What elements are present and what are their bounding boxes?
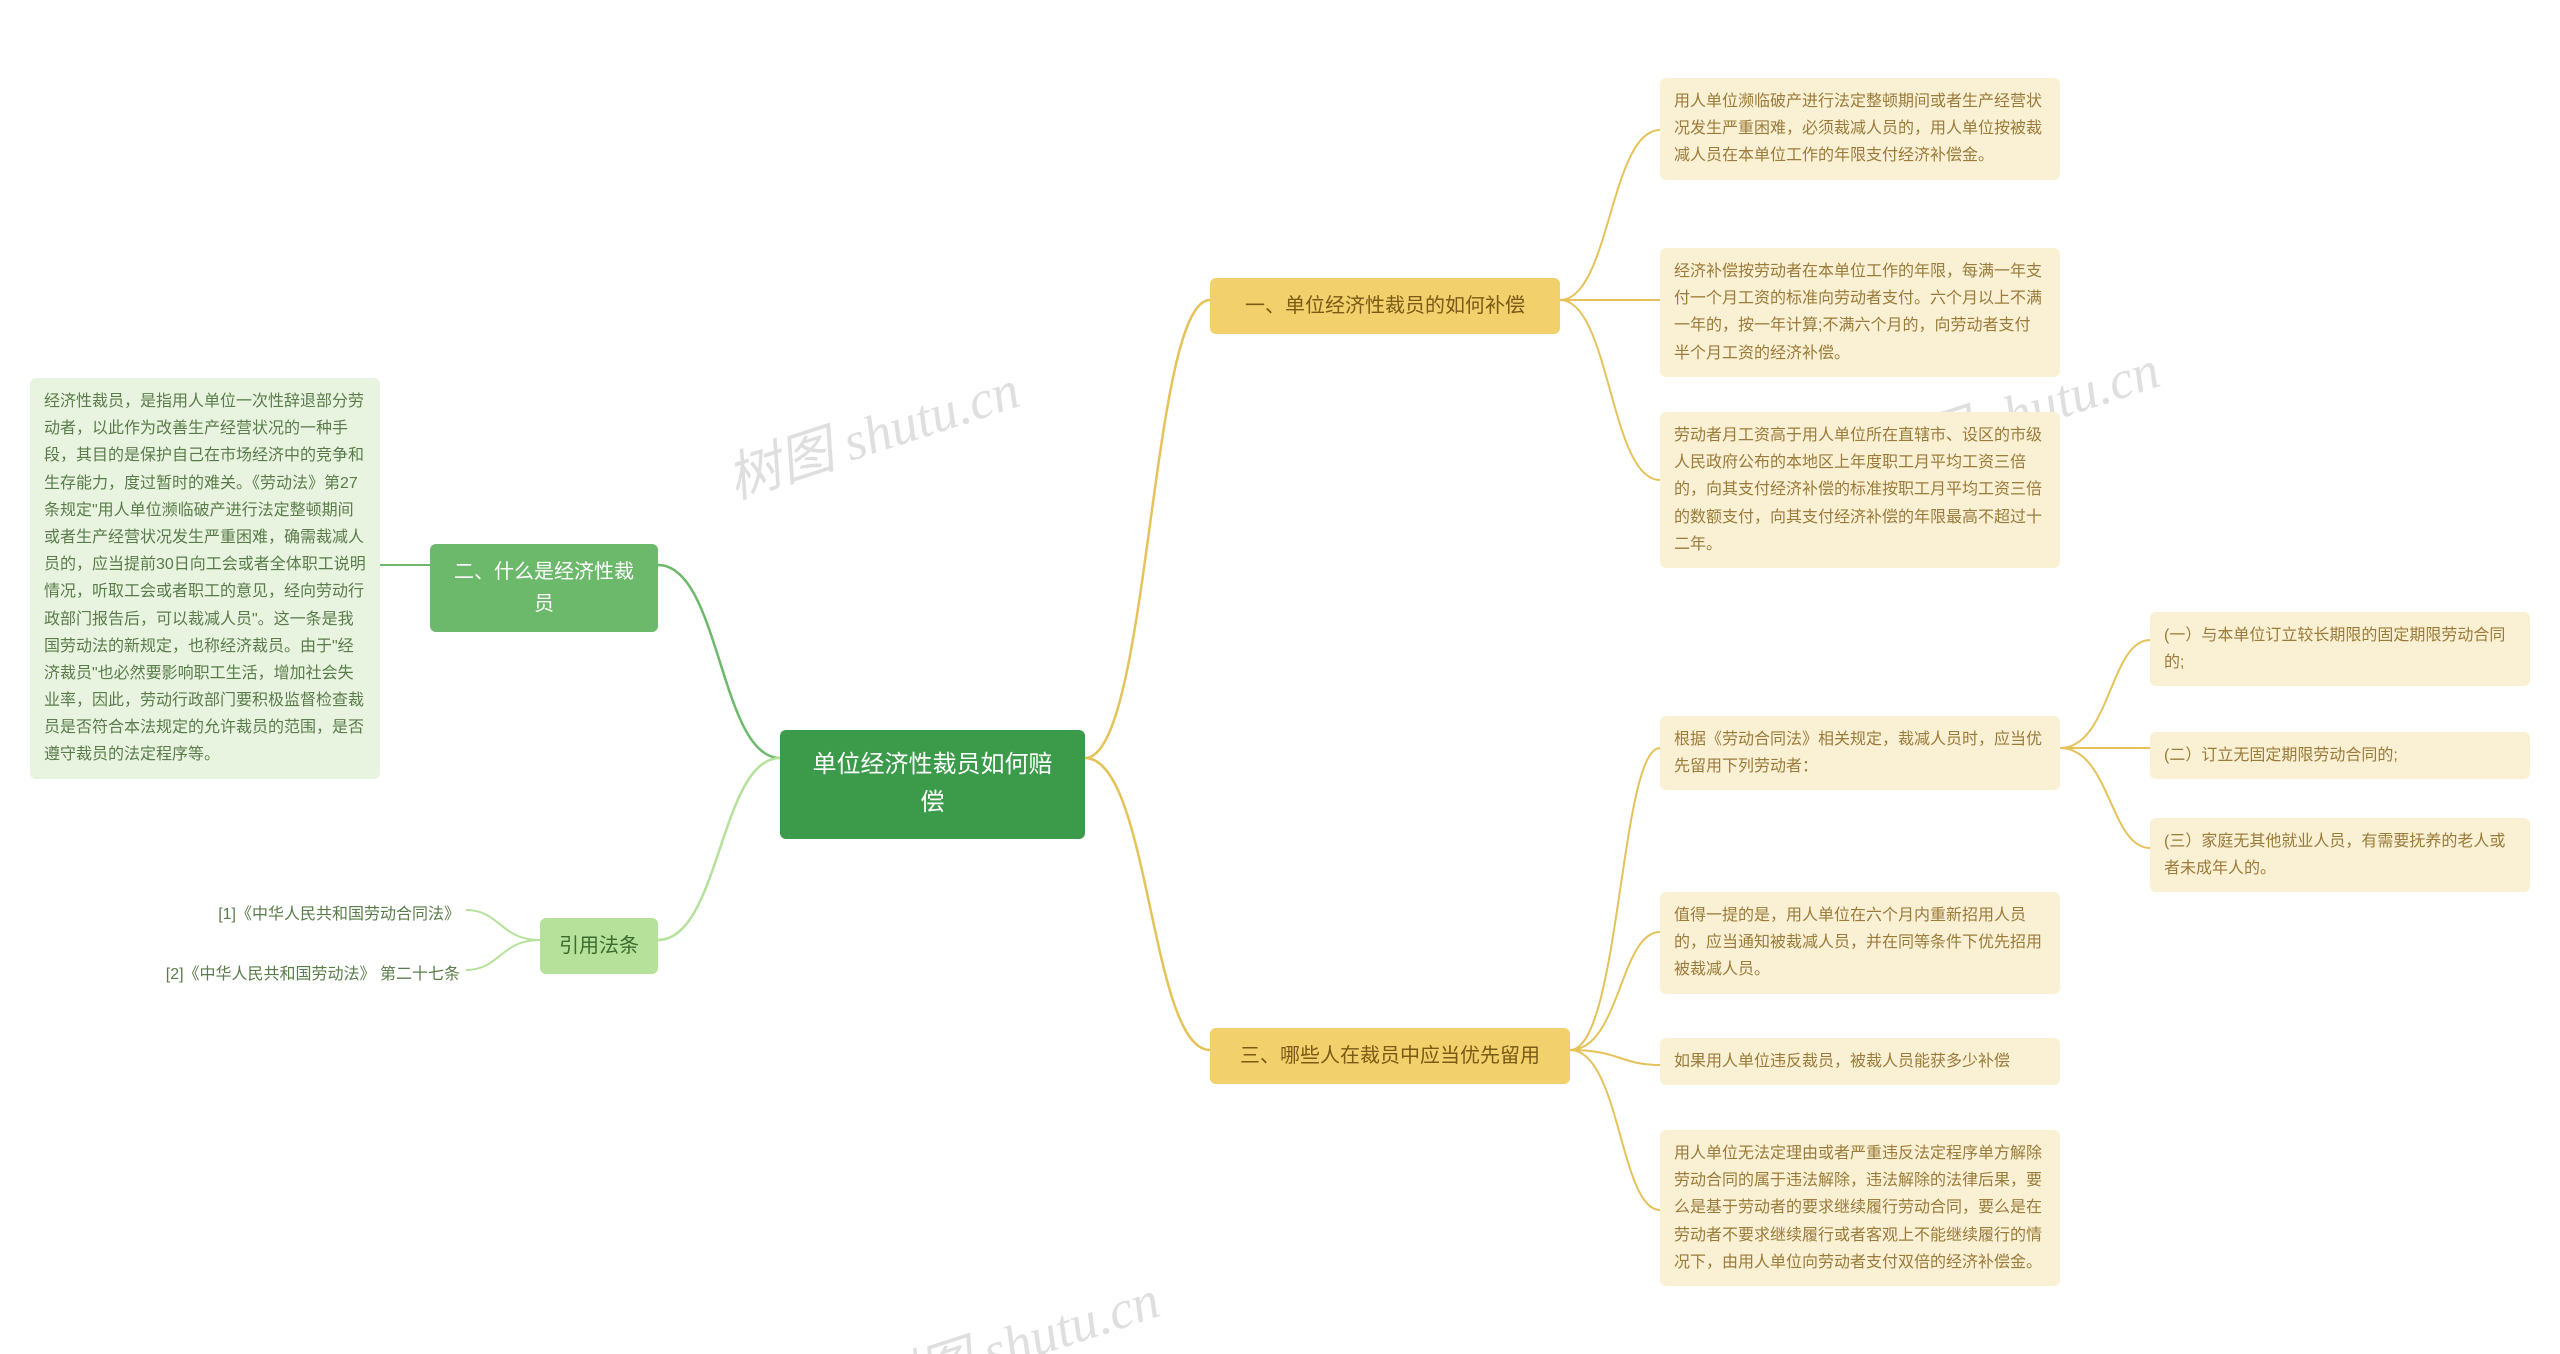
root-node[interactable]: 单位经济性裁员如何赔偿 <box>780 730 1085 839</box>
leaf-priority-note-1: 值得一提的是，用人单位在六个月内重新招用人员的，应当通知被裁减人员，并在同等条件… <box>1660 892 2060 994</box>
leaf-priority-note-3: 用人单位无法定理由或者严重违反法定程序单方解除劳动合同的属于违法解除，违法解除的… <box>1660 1130 2060 1286</box>
leaf-what-is-desc: 经济性裁员，是指用人单位一次性辞退部分劳动者，以此作为改善生产经营状况的一种手段… <box>30 378 380 779</box>
branch-compensation[interactable]: 一、单位经济性裁员的如何补偿 <box>1210 278 1560 334</box>
leaf-comp-1: 用人单位濒临破产进行法定整顿期间或者生产经营状况发生严重困难，必须裁减人员的，用… <box>1660 78 2060 180</box>
law-ref-1: [1]《中华人民共和国劳动合同法》 <box>210 898 466 932</box>
leaf-comp-3: 劳动者月工资高于用人单位所在直辖市、设区的市级人民政府公布的本地区上年度职工月平… <box>1660 412 2060 568</box>
leaf-priority-item-2: (二）订立无固定期限劳动合同的; <box>2150 732 2530 779</box>
branch-references[interactable]: 引用法条 <box>540 918 658 974</box>
leaf-priority-intro: 根据《劳动合同法》相关规定，裁减人员时，应当优先留用下列劳动者： <box>1660 716 2060 790</box>
branch-what-is[interactable]: 二、什么是经济性裁员 <box>430 544 658 632</box>
leaf-priority-note-2: 如果用人单位违反裁员，被裁人员能获多少补偿 <box>1660 1038 2060 1085</box>
leaf-comp-2: 经济补偿按劳动者在本单位工作的年限，每满一年支付一个月工资的标准向劳动者支付。六… <box>1660 248 2060 377</box>
watermark-3: 树图 shutu.cn <box>855 1255 1168 1354</box>
law-ref-2: [2]《中华人民共和国劳动法》 第二十七条 <box>150 958 466 992</box>
leaf-priority-item-3: (三）家庭无其他就业人员，有需要抚养的老人或者未成年人的。 <box>2150 818 2530 892</box>
branch-priority[interactable]: 三、哪些人在裁员中应当优先留用 <box>1210 1028 1570 1084</box>
watermark-1: 树图 shutu.cn <box>715 345 1028 514</box>
leaf-priority-item-1: (一）与本单位订立较长期限的固定期限劳动合同的; <box>2150 612 2530 686</box>
